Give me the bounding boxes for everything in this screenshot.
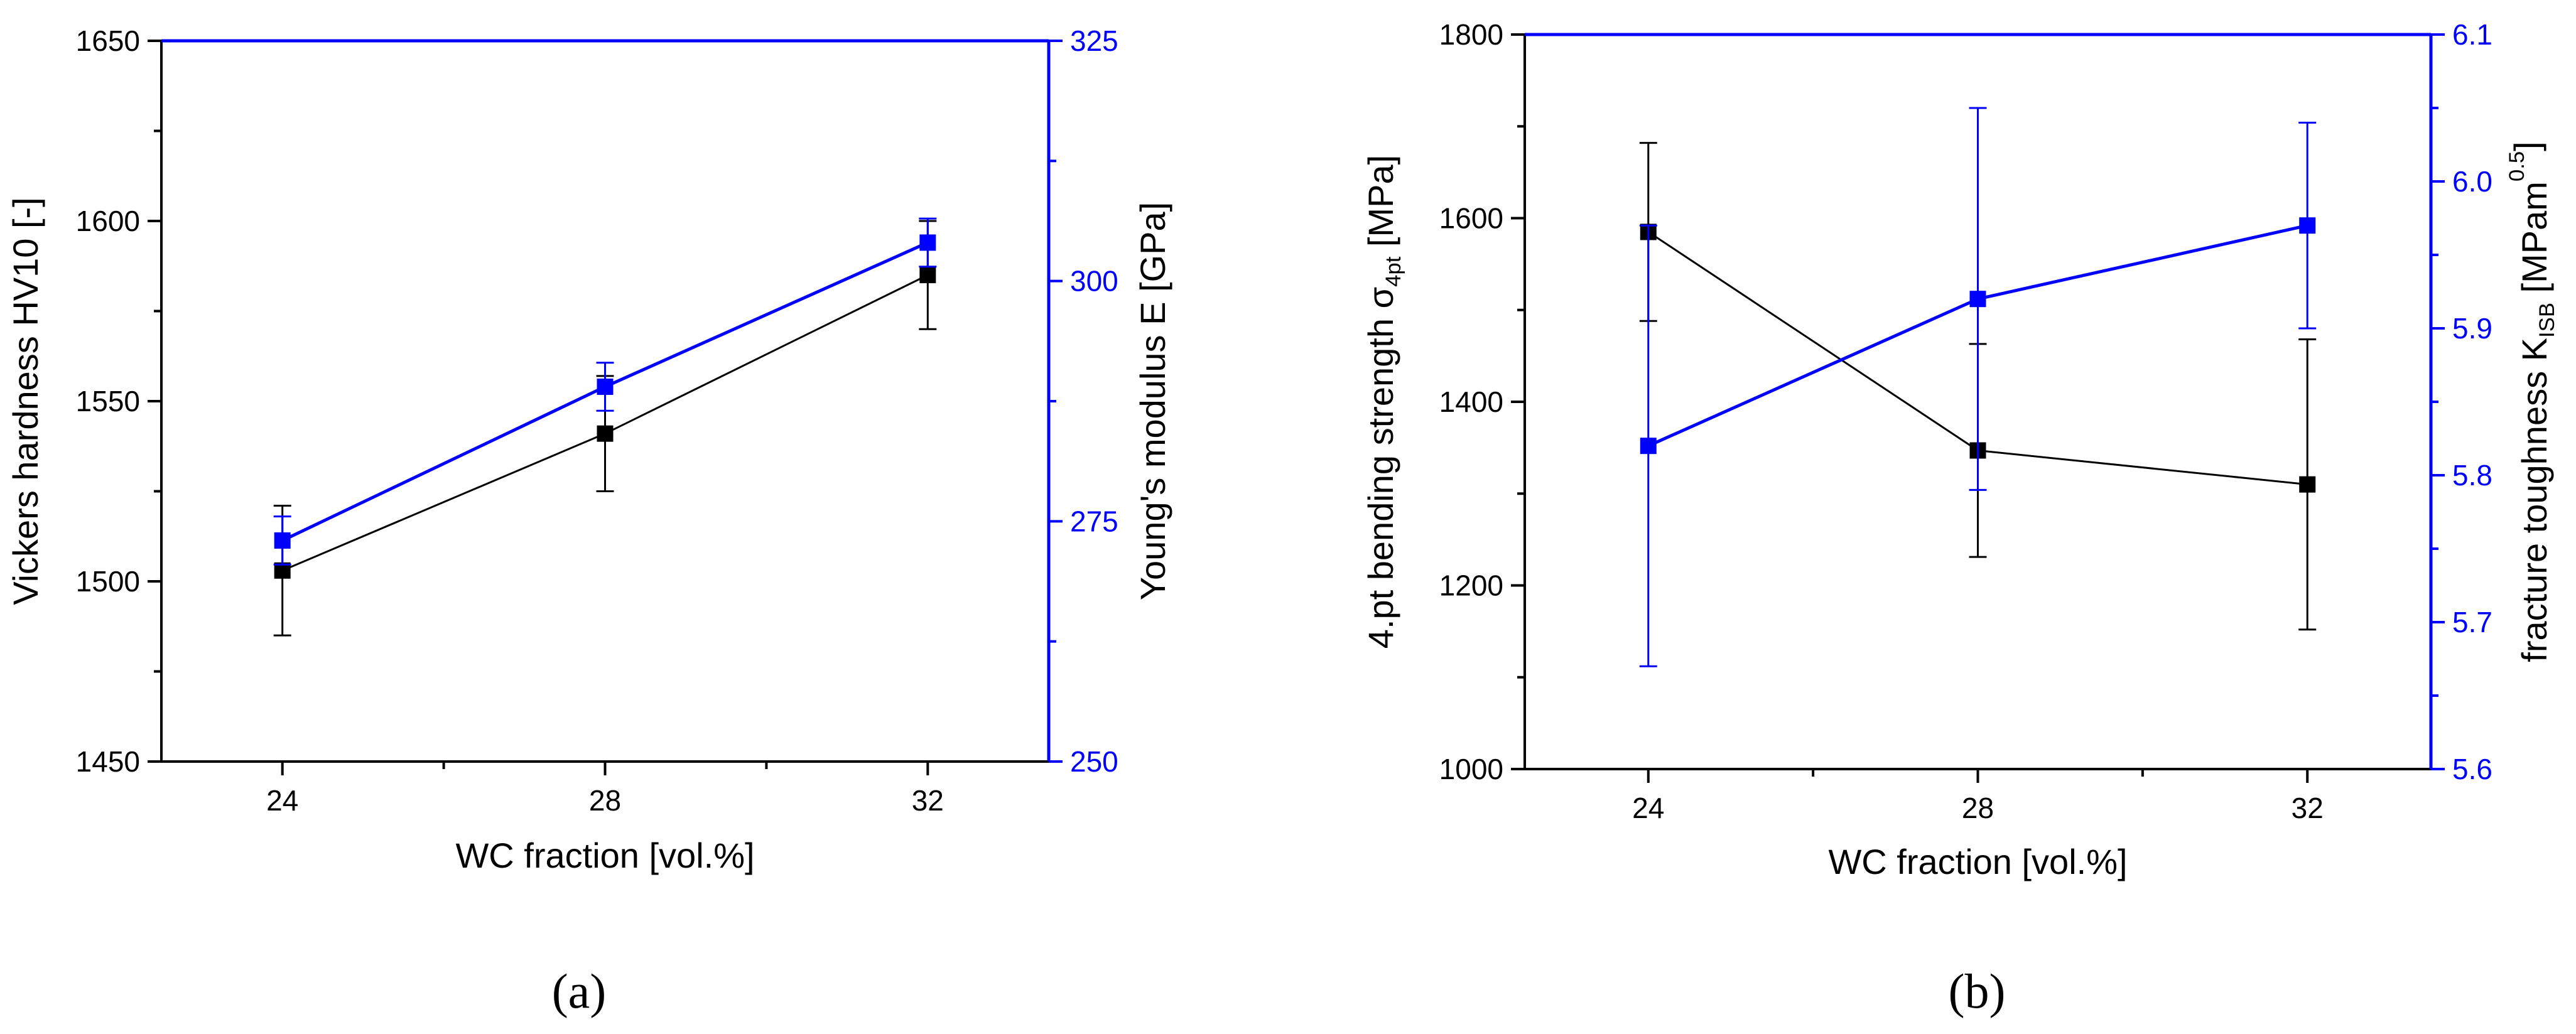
y-right-tick-label: 250 [1070,745,1118,778]
y-left-tick-label: 1500 [76,565,140,598]
chart-panel-b: 24 28 32 1000 1200 1400 1600 1800 5.6 5.7 5.8 5.9 6.… [1361,18,2559,1018]
y-left-axis-label: Vickers hardness HV10 [-] [6,197,45,605]
y-right-tick-label: 5.9 [2452,312,2492,345]
data-point-marker [2299,476,2316,493]
x-tick-label: 28 [589,784,621,817]
series-right [1639,107,2317,667]
y-right-tick-label: 6.1 [2452,18,2492,51]
x-axis-label: WC fraction [vol.%] [455,836,754,875]
data-point-marker [274,532,291,549]
series-right [273,217,937,566]
data-point-marker [1969,291,1986,308]
y-right-axis-label-part: fracture toughness K [2514,338,2554,662]
data-point-marker [919,267,936,284]
y-left-axis-label-part: 4pt [1382,256,1405,287]
x-tick-label: 24 [1632,792,1664,824]
x-tick-label: 24 [266,784,298,817]
y-left-tick-label: 1400 [1439,385,1503,418]
y-right-axis-label-part: ISB [2535,303,2559,338]
y-left-tick-label: 1550 [76,385,140,417]
panel-caption: (b) [1949,964,2006,1018]
y-right-axis-label-part: ] [2507,141,2546,151]
data-point-marker [597,425,614,442]
y-left-axis-label-part: [MPa] [1361,155,1400,257]
chart-panel-a: 24 28 32 1450 1500 1550 1600 1650 250 275 300 325 WC… [6,24,1172,1018]
y-right-tick-label: 6.0 [2452,165,2492,198]
y-right-tick-label: 275 [1070,505,1118,537]
y-right-axis-label-part: [MPam [2514,181,2554,303]
data-point-marker [597,379,614,396]
y-right-tick-label: 325 [1070,24,1118,57]
x-axis-label: WC fraction [vol.%] [1828,842,2127,881]
y-right-axis-label: Young's modulus E [GPa] [1133,202,1172,600]
data-point-marker [2299,217,2316,234]
y-right-tick-label: 5.8 [2452,459,2492,492]
y-right-axis-label-part: 0.5 [2505,151,2529,181]
y-left-tick-label: 1200 [1439,569,1503,602]
data-point-marker [1640,438,1657,455]
panel-caption: (a) [552,964,607,1018]
y-right-tick-label: 300 [1070,265,1118,298]
y-right-tick-label: 5.7 [2452,606,2492,638]
y-right-tick-label: 5.6 [2452,753,2492,785]
data-point-marker [919,234,936,251]
y-left-tick-label: 1000 [1439,753,1503,785]
x-tick-label: 32 [2292,792,2324,824]
y-right-axis-label: fracture toughness KISB [MPam0.5] [2505,141,2559,662]
x-tick-label: 32 [912,784,944,817]
y-left-tick-label: 1650 [76,24,140,57]
y-left-tick-label: 1600 [76,205,140,237]
y-left-axis-label: 4.pt bending strength σ4pt [MPa] [1361,155,1405,649]
y-left-tick-label: 1600 [1439,202,1503,235]
y-left-axis-label-part: 4.pt bending strength σ [1361,287,1400,649]
y-left-tick-label: 1450 [76,745,140,778]
x-tick-label: 28 [1962,792,1994,824]
y-left-tick-label: 1800 [1439,18,1503,51]
